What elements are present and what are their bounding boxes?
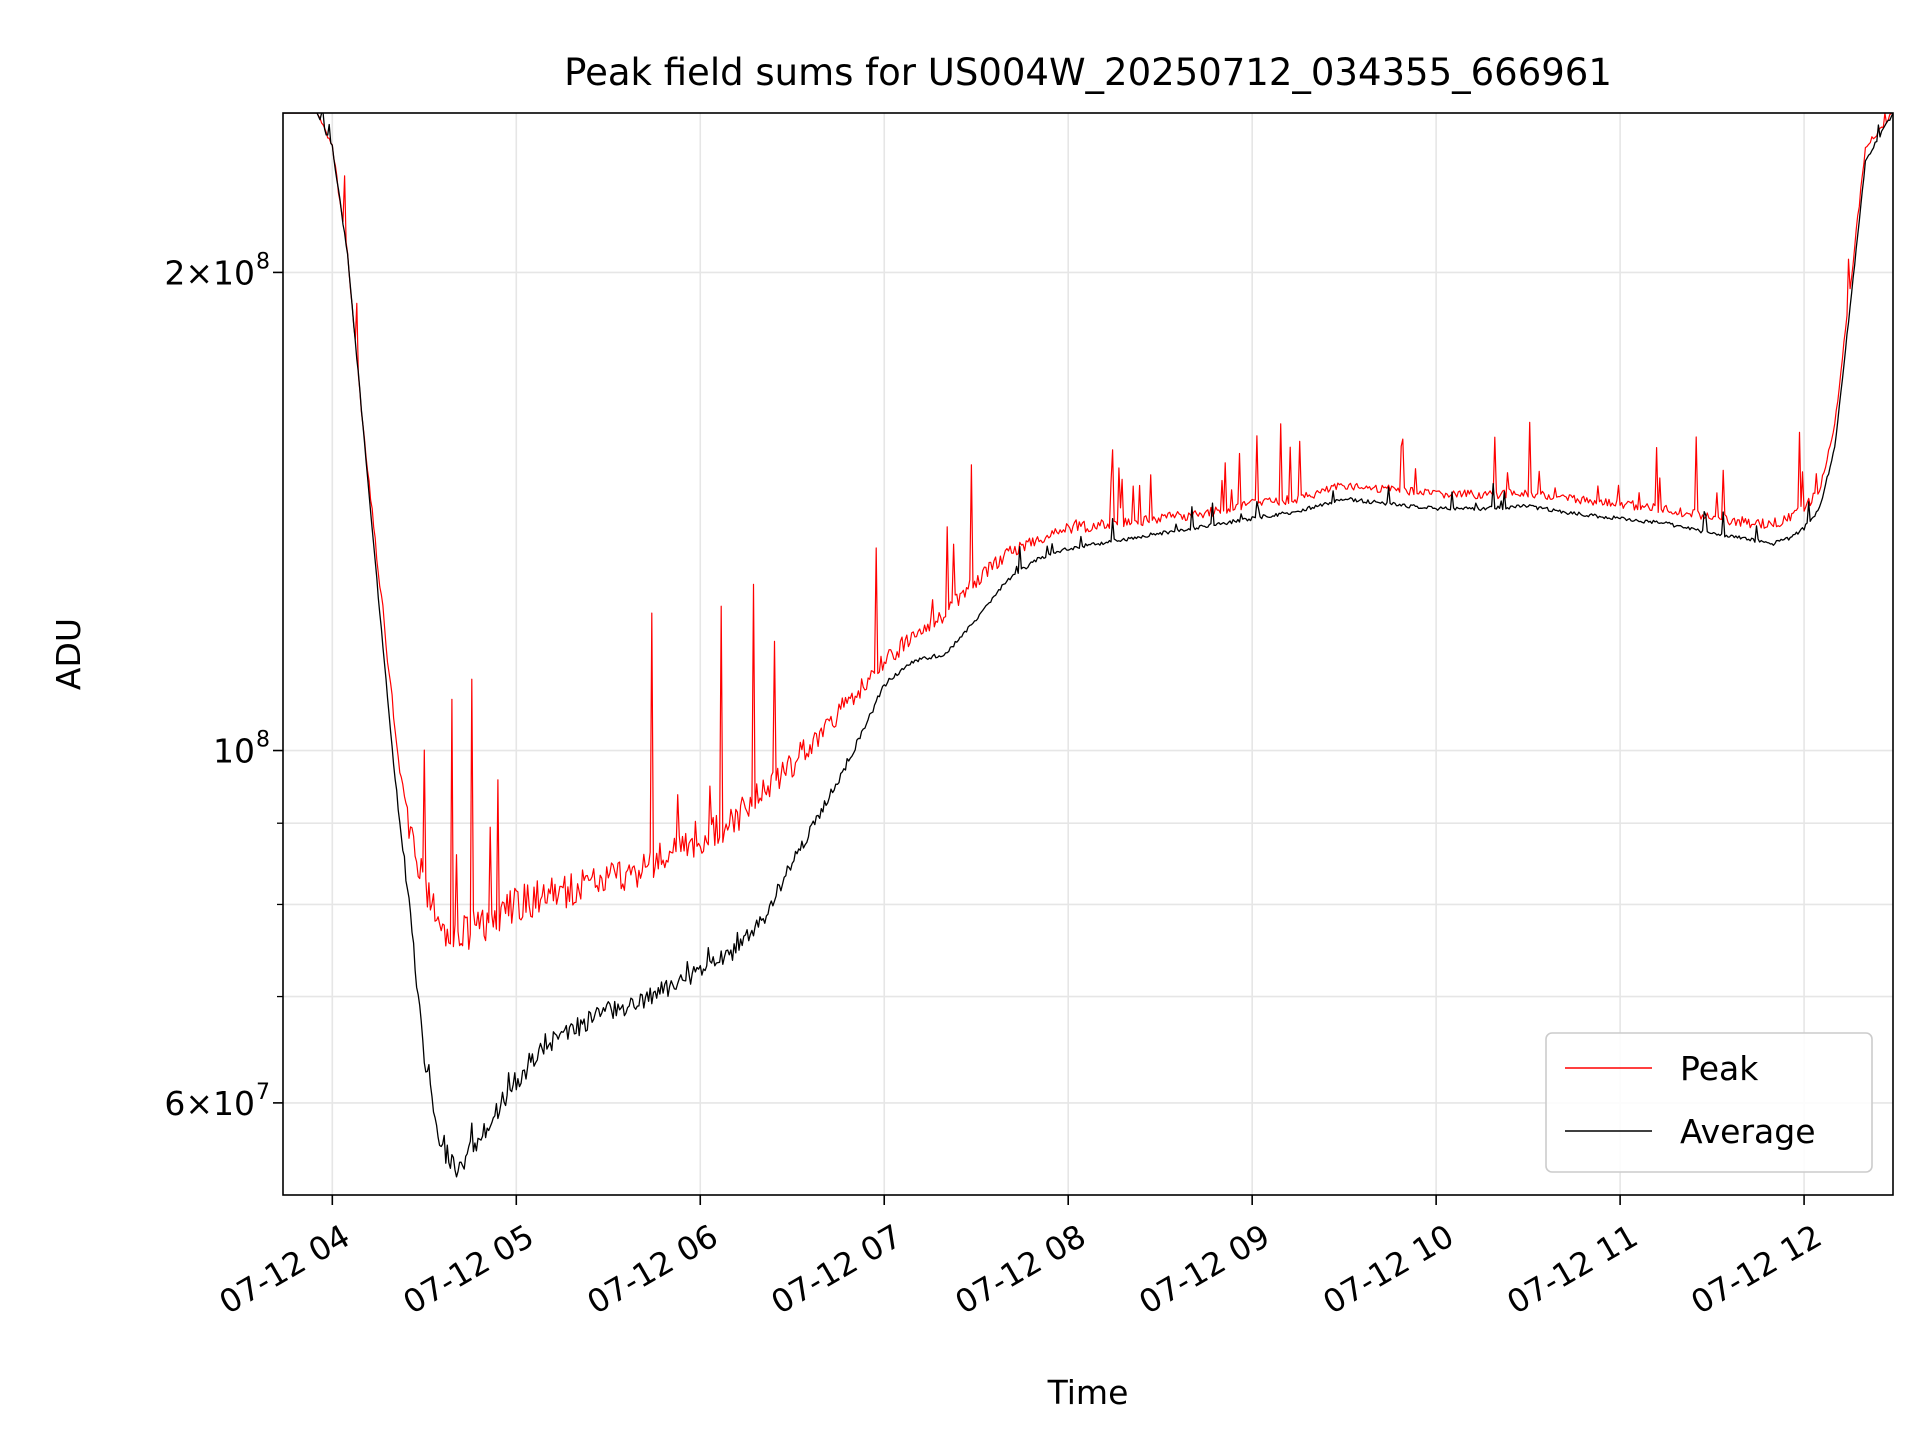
x-tick-label: 07-12 04 — [213, 1217, 357, 1322]
y-tick-exponent: 7 — [256, 1080, 270, 1105]
legend: Peak Average — [1545, 1032, 1873, 1173]
y-tick-label: 6×10 7 — [164, 1080, 270, 1123]
series-line-peak — [283, 113, 1893, 950]
series-line-average — [283, 113, 1893, 1178]
y-tick-exponent: 8 — [256, 728, 270, 753]
x-tick-label: 07-12 11 — [1501, 1217, 1645, 1322]
chart-title: Peak field sums for US004W_20250712_0343… — [564, 51, 1612, 94]
y-tick-exponent: 8 — [256, 249, 270, 274]
y-tick-label: 10 8 — [213, 728, 270, 771]
x-tick-label: 07-12 08 — [949, 1217, 1093, 1322]
y-tick-base: 2×10 — [164, 253, 255, 292]
x-tick-label: 07-12 05 — [397, 1217, 541, 1322]
legend-peak-label: Peak — [1680, 1049, 1759, 1088]
y-axis-label: ADU — [49, 618, 88, 690]
plot-frame — [282, 112, 1894, 1196]
grid — [283, 113, 1893, 1195]
y-tick-base: 6×10 — [164, 1084, 255, 1123]
y-tick-base: 10 — [213, 732, 255, 771]
x-tick-label: 07-12 06 — [581, 1217, 725, 1322]
y-tick-label: 2×10 8 — [164, 249, 270, 292]
legend-average-label: Average — [1680, 1112, 1816, 1151]
series-layer — [283, 113, 1893, 1178]
y-axis: 6×10 710 82×10 8 — [164, 249, 283, 1123]
x-axis: 07-12 04 07-12 05 07-12 06 07-12 07 07-12 08… — [213, 1195, 1828, 1322]
x-tick-label: 07-12 07 — [765, 1217, 909, 1322]
plot-background — [283, 113, 1893, 1195]
x-tick-label: 07-12 09 — [1133, 1217, 1277, 1322]
x-tick-label: 07-12 12 — [1684, 1217, 1828, 1322]
x-tick-label: 07-12 10 — [1317, 1217, 1461, 1322]
x-axis-label: Time — [1047, 1373, 1129, 1412]
